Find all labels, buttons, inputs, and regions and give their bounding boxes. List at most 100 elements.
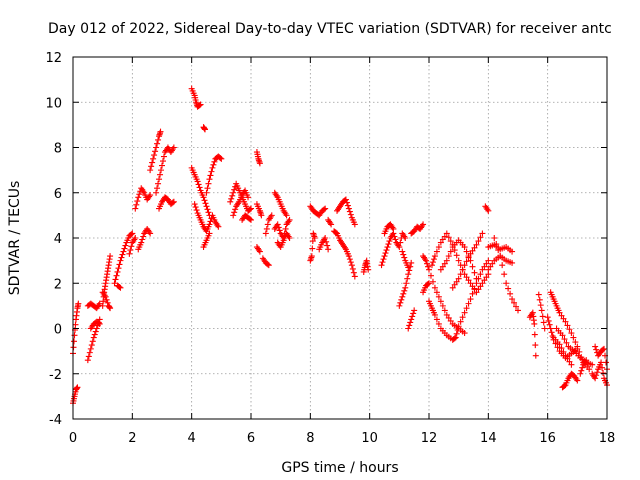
data-point	[473, 275, 480, 282]
y-tick-label: 6	[54, 187, 62, 202]
data-point	[126, 250, 133, 257]
data-point	[230, 189, 237, 196]
data-point	[256, 248, 263, 255]
data-point	[430, 256, 437, 263]
data-point	[160, 153, 167, 160]
x-tick-label: 8	[306, 431, 314, 446]
x-tick-label: 0	[69, 431, 77, 446]
data-point	[471, 244, 478, 251]
data-point	[396, 302, 403, 309]
data-point	[85, 353, 92, 360]
data-point	[439, 302, 446, 309]
data-point	[459, 314, 466, 321]
y-tick-label: 10	[45, 96, 62, 111]
data-point	[531, 320, 538, 327]
data-point	[425, 281, 432, 288]
data-point	[420, 221, 427, 228]
data-point	[228, 195, 235, 202]
data-point	[200, 194, 207, 201]
data-point	[566, 358, 573, 365]
y-tick-label: -4	[49, 413, 62, 428]
data-point	[511, 299, 518, 306]
data-point	[342, 196, 349, 203]
data-point	[558, 312, 565, 319]
data-point	[265, 262, 272, 269]
data-point	[406, 322, 413, 329]
data-point	[423, 257, 430, 264]
data-point	[437, 298, 444, 305]
x-tick-label: 16	[539, 431, 556, 446]
data-point	[248, 205, 254, 212]
data-point	[202, 200, 209, 207]
data-point	[229, 192, 236, 199]
data-point	[426, 280, 432, 287]
data-point	[159, 158, 166, 165]
data-point	[308, 253, 315, 260]
data-point	[437, 239, 444, 246]
data-point	[465, 300, 472, 307]
data-point	[461, 309, 468, 316]
data-point	[479, 266, 486, 273]
data-point	[560, 315, 567, 322]
data-point	[107, 305, 114, 312]
data-point	[344, 202, 351, 209]
data-point	[405, 325, 412, 332]
data-point	[586, 366, 593, 373]
data-point	[203, 189, 210, 196]
data-point	[324, 242, 331, 249]
data-point	[483, 274, 490, 281]
data-point	[467, 280, 474, 287]
data-point	[155, 180, 162, 187]
data-point	[206, 221, 213, 228]
data-point	[544, 314, 551, 321]
data-point	[403, 280, 410, 287]
data-point	[599, 364, 606, 371]
data-point	[505, 285, 512, 292]
data-point	[86, 349, 93, 356]
data-point	[207, 172, 214, 179]
x-axis-label: GPS time / hours	[281, 460, 398, 476]
data-point	[441, 260, 448, 267]
data-point	[407, 319, 414, 326]
data-point	[463, 258, 470, 265]
data-point	[264, 261, 271, 268]
data-point	[169, 199, 176, 206]
data-point	[425, 263, 432, 270]
data-point	[463, 274, 470, 281]
data-point	[459, 266, 466, 273]
data-point	[262, 230, 269, 237]
data-point	[449, 284, 456, 291]
data-point	[443, 311, 450, 318]
data-point	[435, 293, 442, 300]
data-point	[451, 335, 458, 342]
data-point	[433, 248, 440, 255]
data-point	[401, 287, 408, 294]
data-point	[399, 293, 406, 300]
data-point	[453, 278, 460, 285]
data-point	[380, 256, 387, 263]
data-point	[119, 251, 126, 258]
data-point	[159, 162, 165, 169]
data-point	[263, 225, 270, 232]
data-point	[154, 185, 161, 192]
data-point	[532, 352, 539, 359]
data-point	[349, 265, 356, 272]
data-point	[479, 280, 486, 287]
data-point	[274, 221, 281, 228]
data-point	[485, 257, 492, 264]
data-point	[491, 235, 498, 241]
data-point	[207, 218, 214, 225]
data-point	[509, 296, 516, 303]
data-point	[390, 225, 397, 232]
data-point	[441, 233, 448, 240]
data-point	[147, 192, 154, 199]
data-point	[365, 266, 372, 273]
data-point	[104, 299, 111, 306]
data-point	[95, 320, 102, 327]
data-point	[515, 307, 521, 314]
data-point	[562, 352, 569, 359]
data-point	[140, 233, 147, 240]
data-point	[247, 216, 254, 223]
data-point	[117, 257, 124, 264]
data-point	[194, 178, 201, 185]
